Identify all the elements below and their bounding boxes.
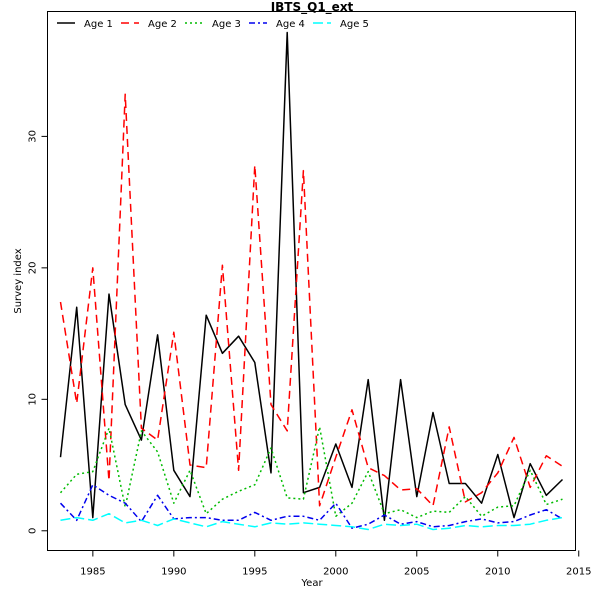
legend: Age 1 Age 2 Age 3 Age 4 Age 5 [57,19,369,30]
x-tick-label: 1990 [161,567,186,578]
series-line-age-4 [59,484,563,529]
series-line-age-5 [60,512,563,531]
x-tick-label: 2015 [566,567,591,578]
y-tick-label: 10 [28,393,39,406]
legend-label: Age 1 [84,19,113,30]
legend-label: Age 3 [212,19,241,30]
y-axis-title: Survey index [13,248,24,313]
y-tick-label: 30 [28,130,39,143]
legend-label: Age 4 [276,19,305,30]
series-line-age-1 [59,31,564,522]
x-axis: 1985 1990 1995 2000 2005 2010 2015 [80,550,591,578]
y-tick-label: 0 [28,528,39,534]
plot-frame [47,11,576,551]
x-tick-label: 2010 [485,567,510,578]
x-tick-label: 1995 [242,567,267,578]
x-tick-label: 2005 [404,567,429,578]
legend-label: Age 5 [340,19,369,30]
chart-title: IBTS_Q1_ext [271,0,354,15]
x-tick-label: 2000 [323,567,348,578]
series-line-age-3 [59,426,563,519]
x-axis-title: Year [300,578,323,589]
legend-label: Age 2 [148,19,177,30]
x-tick-label: 1985 [80,567,105,578]
series-layer [59,31,564,531]
y-tick-label: 20 [28,261,39,274]
y-axis: 0 10 20 30 [28,130,48,534]
series-line-age-2 [59,93,563,507]
